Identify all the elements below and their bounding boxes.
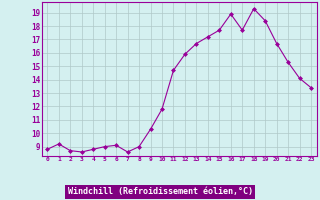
Text: Windchill (Refroidissement éolien,°C): Windchill (Refroidissement éolien,°C) — [68, 187, 252, 196]
